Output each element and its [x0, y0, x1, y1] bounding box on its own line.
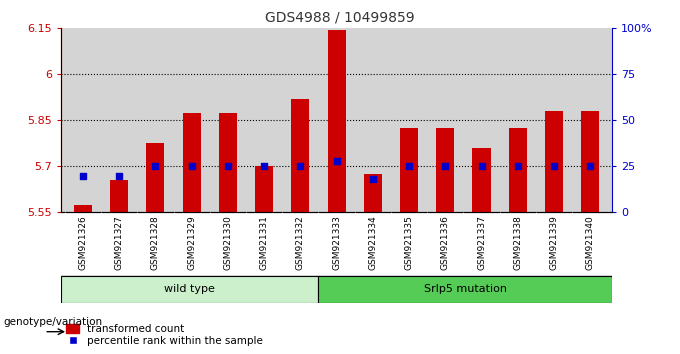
Text: GSM921331: GSM921331 — [260, 216, 269, 270]
Text: GSM921329: GSM921329 — [187, 216, 196, 270]
Point — [331, 158, 342, 164]
Text: GSM921337: GSM921337 — [477, 216, 486, 270]
Bar — [318, 276, 612, 303]
Point — [78, 173, 88, 178]
Point — [404, 164, 415, 169]
Point — [512, 164, 523, 169]
Point — [549, 164, 560, 169]
Bar — [364, 174, 382, 212]
Text: GSM921339: GSM921339 — [549, 216, 558, 270]
Bar — [400, 128, 418, 212]
Text: wild type: wild type — [165, 284, 215, 295]
Text: GSM921335: GSM921335 — [405, 216, 413, 270]
Text: GSM921330: GSM921330 — [224, 216, 233, 270]
Bar — [545, 111, 563, 212]
Bar — [183, 113, 201, 212]
Bar — [219, 113, 237, 212]
Point — [367, 176, 378, 182]
Bar — [74, 205, 92, 212]
Bar — [146, 143, 165, 212]
Text: GSM921340: GSM921340 — [585, 216, 595, 270]
Point — [186, 164, 197, 169]
Bar — [509, 128, 527, 212]
Text: Srlp5 mutation: Srlp5 mutation — [424, 284, 507, 295]
Text: GSM921332: GSM921332 — [296, 216, 305, 270]
Bar — [110, 180, 129, 212]
Bar — [437, 128, 454, 212]
Point — [222, 164, 233, 169]
Point — [258, 164, 269, 169]
Point — [295, 164, 306, 169]
Text: GSM921334: GSM921334 — [369, 216, 377, 270]
Point — [150, 164, 161, 169]
Bar — [61, 276, 318, 303]
Bar — [255, 166, 273, 212]
Text: GSM921327: GSM921327 — [115, 216, 124, 270]
Text: GSM921333: GSM921333 — [332, 216, 341, 270]
Legend: transformed count, percentile rank within the sample: transformed count, percentile rank withi… — [67, 324, 263, 346]
Text: GSM921328: GSM921328 — [151, 216, 160, 270]
Bar — [581, 111, 599, 212]
Text: GSM921326: GSM921326 — [78, 216, 88, 270]
Point — [114, 173, 124, 178]
Point — [585, 164, 596, 169]
Text: genotype/variation: genotype/variation — [3, 317, 103, 327]
Text: GSM921338: GSM921338 — [513, 216, 522, 270]
Point — [440, 164, 451, 169]
Point — [476, 164, 487, 169]
Bar — [328, 30, 345, 212]
Bar — [473, 148, 490, 212]
Bar — [291, 99, 309, 212]
Text: GDS4988 / 10499859: GDS4988 / 10499859 — [265, 11, 415, 25]
Text: GSM921336: GSM921336 — [441, 216, 449, 270]
